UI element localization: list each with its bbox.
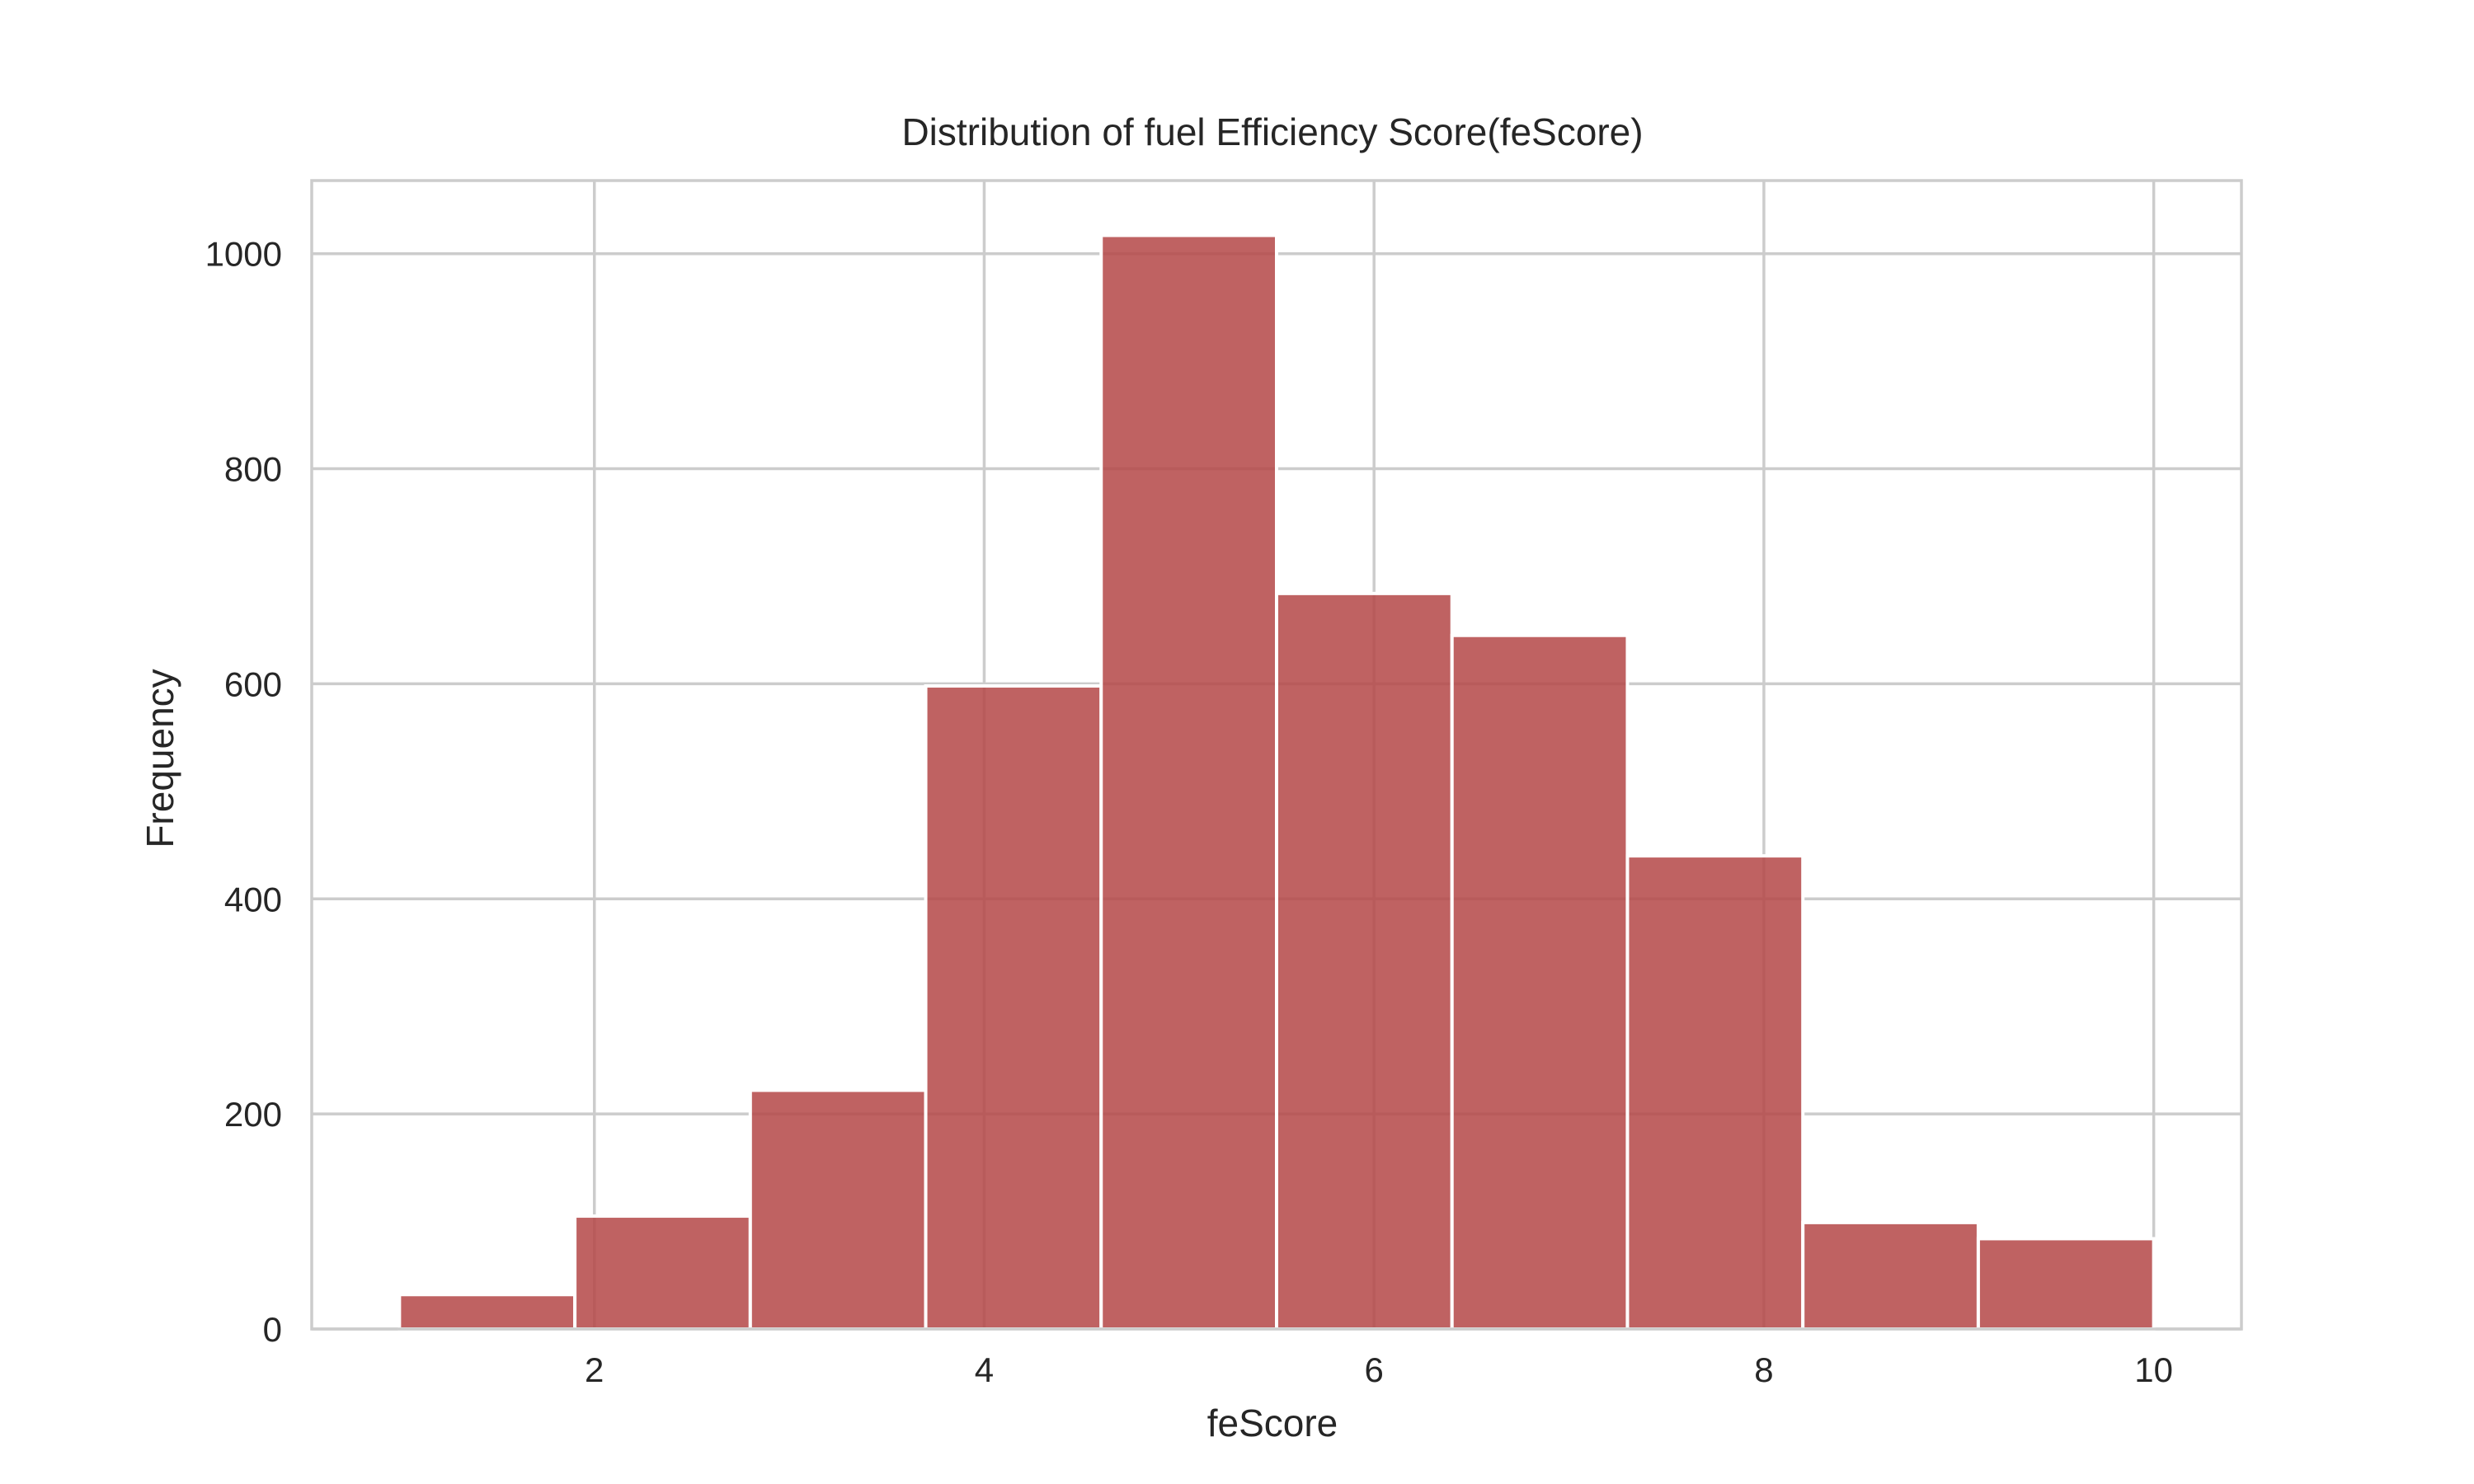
y-tick-label: 200 [224, 1095, 282, 1134]
x-tick-label: 4 [975, 1350, 994, 1389]
histogram-bar [1801, 1220, 1980, 1331]
y-tick-label: 0 [263, 1310, 282, 1349]
histogram-bar [1976, 1237, 2156, 1331]
x-tick-label: 10 [2134, 1350, 2173, 1389]
histogram-bar [397, 1293, 577, 1331]
axes-frame [310, 179, 2243, 1331]
histogram-bar [1625, 854, 1805, 1331]
y-tick-label: 1000 [205, 235, 282, 274]
histogram-bar [924, 684, 1103, 1331]
x-tick-label: 8 [1754, 1350, 1773, 1389]
y-axis-label: Frequency [139, 669, 181, 848]
histogram-bar [748, 1088, 928, 1331]
y-tick-label: 600 [224, 665, 282, 703]
histogram-bar [1450, 633, 1630, 1331]
chart-title: Distribution of fuel Efficiency Score(fe… [901, 110, 1643, 153]
x-tick-labels: 2 4 6 8 10 [585, 1350, 2173, 1389]
y-tick-label: 400 [224, 880, 282, 918]
x-axis-label: feScore [1207, 1402, 1338, 1444]
histogram-bar [573, 1214, 752, 1331]
y-tick-labels: 0 200 400 600 800 1000 [205, 235, 282, 1349]
histogram-bar [1099, 233, 1278, 1331]
histogram-bar [1275, 591, 1454, 1331]
x-tick-label: 2 [585, 1350, 604, 1389]
y-tick-label: 800 [224, 450, 282, 489]
histogram-bars [397, 233, 2156, 1331]
x-tick-label: 6 [1365, 1350, 1384, 1389]
